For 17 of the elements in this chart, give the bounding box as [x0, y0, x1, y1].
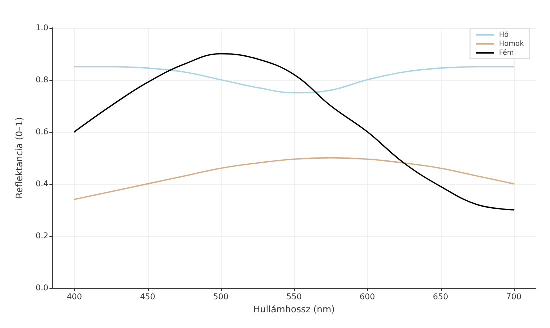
y-tick-label: 0.8 — [36, 76, 49, 85]
y-axis-title: Reflektancia (0–1) — [16, 117, 26, 199]
x-axis-title: Hullámhossz (nm) — [254, 304, 336, 316]
y-tick-label: 0.6 — [36, 128, 49, 137]
x-tick-label: 550 — [286, 292, 302, 302]
x-tick-label: 400 — [66, 292, 82, 302]
line-series — [74, 66, 515, 94]
x-tick-label: 650 — [433, 292, 448, 302]
line-series — [74, 157, 515, 200]
y-tick-label: 0.4 — [36, 180, 49, 189]
x-tick-label: 600 — [360, 292, 376, 302]
y-tick-label: 1.0 — [36, 24, 49, 32]
y-tick-label: 0.0 — [36, 284, 49, 293]
x-tick-label: 500 — [213, 292, 229, 302]
y-tick-label: 0.2 — [36, 232, 49, 241]
x-tick-label: 450 — [140, 292, 156, 302]
x-tick-label: 700 — [506, 292, 522, 302]
